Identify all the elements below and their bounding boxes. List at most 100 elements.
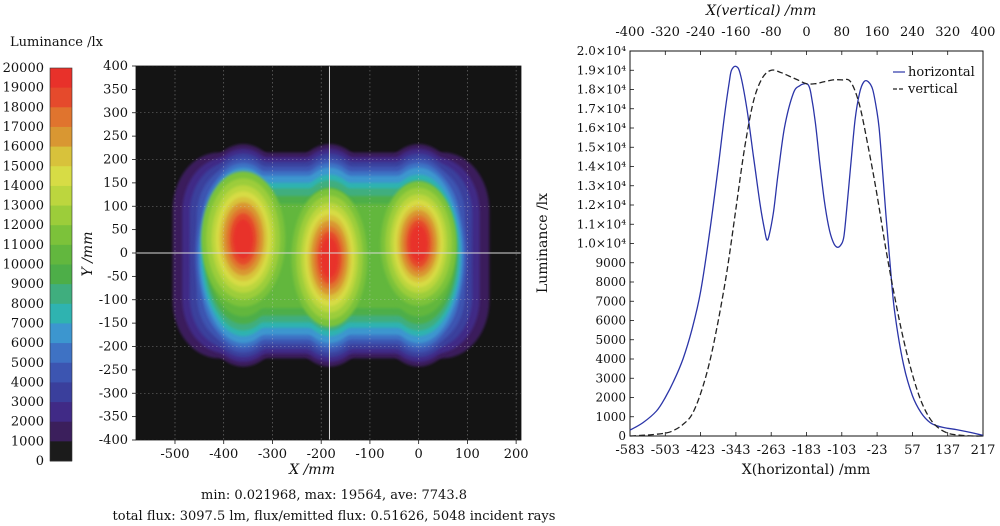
heatmap-xtick-label: -200 xyxy=(307,447,336,462)
colorbar-swatch xyxy=(50,303,72,324)
series-line-horizontal xyxy=(629,65,984,437)
heatmap-ytick-label: -150 xyxy=(99,316,128,331)
top-axis-label: X(vertical) /mm xyxy=(705,3,816,19)
line-chart-frame xyxy=(629,50,984,437)
legend: horizontal vertical xyxy=(893,65,975,97)
colorbar-title: Luminance /lx xyxy=(10,35,104,50)
colorbar-swatch xyxy=(50,402,72,423)
ytick-label: 1.5×10⁴ xyxy=(577,140,626,154)
bottom-xtick-label: -263 xyxy=(757,443,786,458)
heatmap-ylabel: Y /mm xyxy=(80,232,96,277)
ytick-label: 1.7×10⁴ xyxy=(577,102,626,116)
colorbar-swatch xyxy=(50,362,72,383)
top-xtick-label: -160 xyxy=(721,25,750,40)
heatmap-xtick-label: -300 xyxy=(258,447,287,462)
ytick-label: 3000 xyxy=(595,371,626,385)
heatmap-xtick-label: 0 xyxy=(415,447,423,462)
ytick-label: 2000 xyxy=(595,391,626,405)
heatmap-ytick-label: 350 xyxy=(103,82,128,97)
colorbar-swatch xyxy=(50,441,72,462)
ytick-label: 1.9×10⁴ xyxy=(577,63,626,77)
heatmap-panel: -500 -400 -300 -200 -100 0 100 2004003503002502… xyxy=(99,59,529,462)
colorbar-swatch xyxy=(50,382,72,403)
bottom-xtick-label: 137 xyxy=(935,443,960,458)
colorbar-frame xyxy=(49,67,73,462)
colorbar-swatch xyxy=(50,87,72,108)
heatmap-ytick-label: 400 xyxy=(103,59,128,74)
ytick-label: 1000 xyxy=(595,410,626,424)
colorbar-tick-label: 19000 xyxy=(3,81,44,96)
ytick-label: 9000 xyxy=(595,256,626,270)
colorbar-tick-label: 6000 xyxy=(11,336,44,351)
heatmap-xtick-label: -400 xyxy=(209,447,238,462)
colorbar-tick-label: 13000 xyxy=(3,199,44,214)
bottom-xtick-label: 57 xyxy=(904,443,921,458)
colorbar-tick-label: 18000 xyxy=(3,100,44,115)
colorbar-tick-label: 17000 xyxy=(3,120,44,135)
colorbar-swatch xyxy=(50,205,72,226)
colorbar-tick-label: 8000 xyxy=(11,297,44,312)
ytick-label: 4000 xyxy=(595,352,626,366)
colorbar-tick-label: 3000 xyxy=(11,395,44,410)
colorbar-swatch xyxy=(50,146,72,167)
ytick-label: 1.4×10⁴ xyxy=(577,160,626,174)
top-xtick-label: -320 xyxy=(651,25,680,40)
colorbar-tick-label: 20000 xyxy=(3,61,44,76)
heatmap-contour xyxy=(233,219,253,259)
colorbar-swatch xyxy=(50,343,72,364)
colorbar-tick-label: 0 xyxy=(36,454,44,469)
line-chart-panel: -583 -503 -423 -343 -263 -183 -103 -23 57 137 217 -… xyxy=(577,25,996,458)
colorbar-swatch xyxy=(50,185,72,206)
ytick-label: 1.0×10⁴ xyxy=(577,237,626,251)
heatmap-xtick-label: -500 xyxy=(160,447,189,462)
top-xtick-label: -240 xyxy=(686,25,715,40)
bottom-xtick-label: -423 xyxy=(686,443,715,458)
colorbar-tick-label: 1000 xyxy=(11,434,44,449)
colorbar-tick-label: 14000 xyxy=(3,179,44,194)
bottom-xtick-label: -583 xyxy=(615,443,644,458)
heatmap-ytick-label: 250 xyxy=(103,129,128,144)
ytick-label: 7000 xyxy=(595,294,626,308)
heatmap-xtick-label: 200 xyxy=(504,447,529,462)
colorbar-swatch xyxy=(50,126,72,147)
heatmap-ytick-label: -300 xyxy=(99,386,128,401)
top-xtick-label: -400 xyxy=(615,25,644,40)
bottom-xtick-label: -343 xyxy=(721,443,750,458)
ytick-label: 2.0×10⁴ xyxy=(577,44,626,58)
series-line-vertical xyxy=(629,69,984,437)
ytick-label: 5000 xyxy=(595,333,626,347)
legend-label-horizontal: horizontal xyxy=(908,65,975,80)
colorbar-tick-label: 12000 xyxy=(3,218,44,233)
heatmap-xtick-label: 100 xyxy=(455,447,480,462)
colorbar-swatch xyxy=(50,264,72,285)
heatmap-xtick-label: -100 xyxy=(355,447,384,462)
colorbar-swatch xyxy=(50,244,72,265)
colorbar-swatch xyxy=(50,225,72,246)
ytick-label: 1.3×10⁴ xyxy=(577,179,626,193)
bottom-axis-label: X(horizontal) /mm xyxy=(742,462,871,478)
colorbar-tick-label: 5000 xyxy=(11,356,44,371)
top-xtick-label: 80 xyxy=(834,25,851,40)
colorbar-tick-label: 7000 xyxy=(11,316,44,331)
bottom-xtick-label: -503 xyxy=(651,443,680,458)
colorbar-tick-label: 4000 xyxy=(11,375,44,390)
top-xtick-label: -80 xyxy=(761,25,782,40)
colorbar-tick-label: 15000 xyxy=(3,159,44,174)
colorbar-tick-label: 10000 xyxy=(3,258,44,273)
ytick-label: 1.2×10⁴ xyxy=(577,198,626,212)
ytick-label: 1.8×10⁴ xyxy=(577,83,626,97)
colorbar-swatch xyxy=(50,68,72,89)
ytick-label: 8000 xyxy=(595,275,626,289)
top-xtick-label: 0 xyxy=(802,25,810,40)
bottom-xtick-label: -23 xyxy=(867,443,888,458)
heatmap-xlabel: X /mm xyxy=(288,462,335,478)
ytick-label: 1.1×10⁴ xyxy=(577,217,626,231)
bottom-xtick-label: -183 xyxy=(792,443,821,458)
heatmap-ytick-label: -350 xyxy=(99,410,128,425)
heatmap-ytick-label: 50 xyxy=(111,223,128,238)
top-xtick-label: 320 xyxy=(935,25,960,40)
colorbar-swatch xyxy=(50,166,72,187)
heatmap-ytick-label: 200 xyxy=(103,153,128,168)
colorbar-tick-label: 16000 xyxy=(3,140,44,155)
heatmap-ytick-label: 0 xyxy=(120,246,128,261)
